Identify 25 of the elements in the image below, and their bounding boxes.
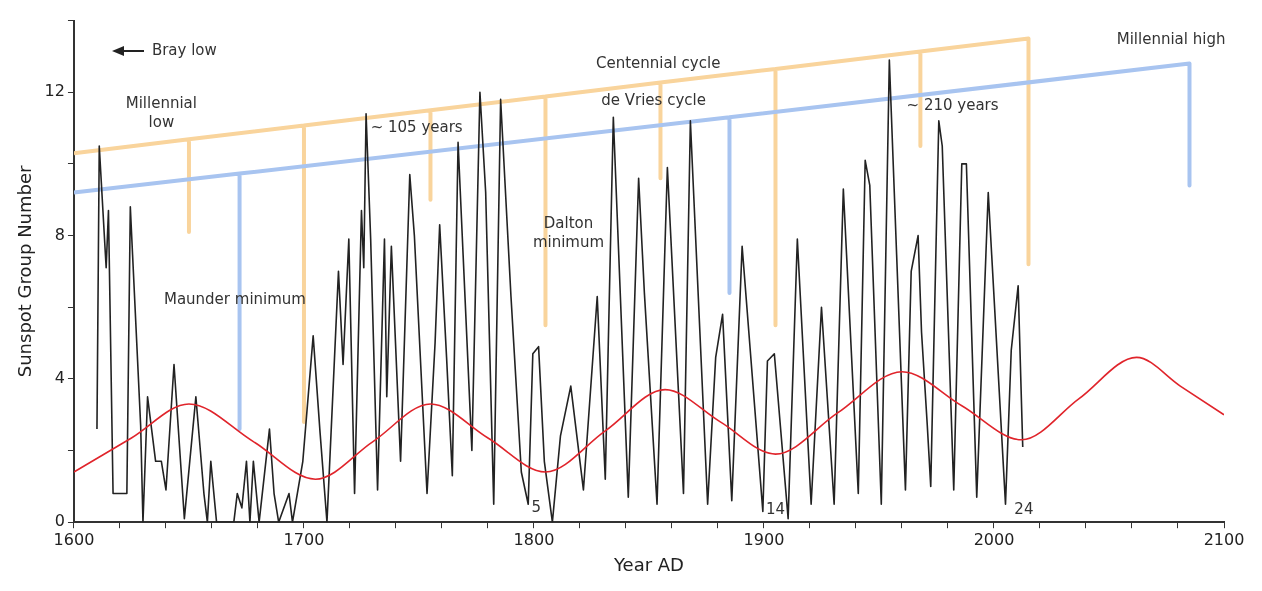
x-tick-label: 1800 <box>513 529 555 549</box>
x-tick-label: 2000 <box>973 529 1015 549</box>
y-tick-label: 12 <box>44 81 65 101</box>
annotation: de Vries cycle <box>601 91 706 110</box>
annotation: Bray low <box>151 41 217 60</box>
line-series <box>73 356 1224 481</box>
y-tick-label: 8 <box>54 224 65 244</box>
annotation: ~ 210 years <box>906 96 999 115</box>
annotation: 24 <box>1014 499 1034 518</box>
annotation: 5 <box>531 497 542 516</box>
x-tick-label: 1900 <box>743 529 785 549</box>
x-tick-label: 2100 <box>1203 529 1245 549</box>
y-axis-title: Sunspot Group Number <box>14 164 36 378</box>
annotation: 14 <box>765 499 786 518</box>
annotation: Centennial cycle <box>595 53 721 72</box>
annotation: Millennial low <box>125 94 197 132</box>
annotation: ~ 105 years <box>370 117 463 136</box>
x-tick-label: 1700 <box>283 529 325 549</box>
y-tick-label: 4 <box>54 368 65 388</box>
x-tick-label: 1600 <box>53 529 95 549</box>
annotation: Maunder minimum <box>163 289 306 308</box>
y-tick-label: 0 <box>54 511 65 531</box>
annotation: Dalton minimum <box>532 214 605 252</box>
annotation: Millennial high <box>1116 30 1226 49</box>
x-axis-title: Year AD <box>612 553 684 575</box>
